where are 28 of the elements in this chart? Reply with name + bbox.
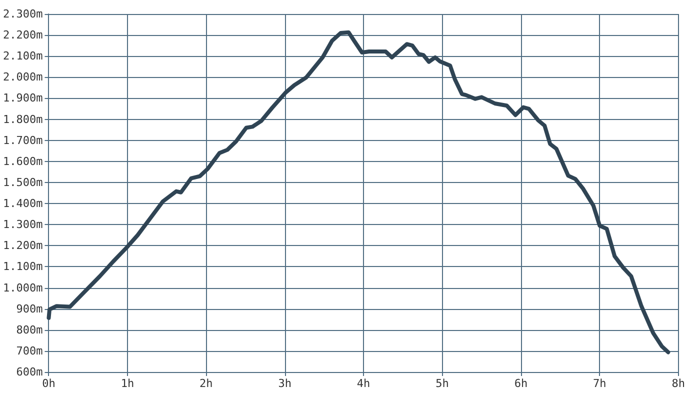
line-series	[46, 30, 670, 354]
x-tick-label: 6h	[514, 377, 528, 390]
y-tick-label: 1.100m	[2, 260, 44, 274]
x-tick-label: 3h	[278, 377, 292, 390]
y-tick-label: 1.500m	[2, 176, 44, 189]
x-tick-label: 0h	[42, 377, 56, 390]
y-tick-label: 900m	[16, 302, 44, 316]
y-tick-label: 1.800m	[2, 112, 44, 126]
y-tick-label: 700m	[16, 344, 44, 358]
y-tick-label: 600m	[16, 366, 44, 378]
y-tick-label: 1.200m	[2, 239, 44, 252]
x-tick-label: 4h	[356, 377, 370, 390]
y-tick-label: 2.200m	[2, 28, 44, 42]
x-tick-label: 5h	[436, 377, 449, 390]
y-tick-label: 2.100m	[2, 50, 44, 63]
y-tick-label: 2.300m	[2, 8, 44, 20]
y-tick-label: 1.300m	[2, 218, 44, 232]
y-tick-label: 800m	[16, 323, 44, 336]
y-tick-label: 1.700m	[2, 134, 44, 147]
y-tick-label: 1.000m	[2, 281, 44, 294]
y-tick-label: 2.000m	[2, 70, 44, 84]
x-tick-label: 2h	[200, 377, 213, 390]
x-tick-label: 7h	[593, 377, 606, 390]
y-tick-label: 1.600m	[2, 154, 44, 168]
x-tick-label: 8h	[672, 377, 685, 390]
y-tick-label: 1.400m	[2, 197, 44, 210]
x-tick-label: 1h	[120, 377, 134, 390]
y-tick-label: 1.900m	[2, 92, 44, 105]
